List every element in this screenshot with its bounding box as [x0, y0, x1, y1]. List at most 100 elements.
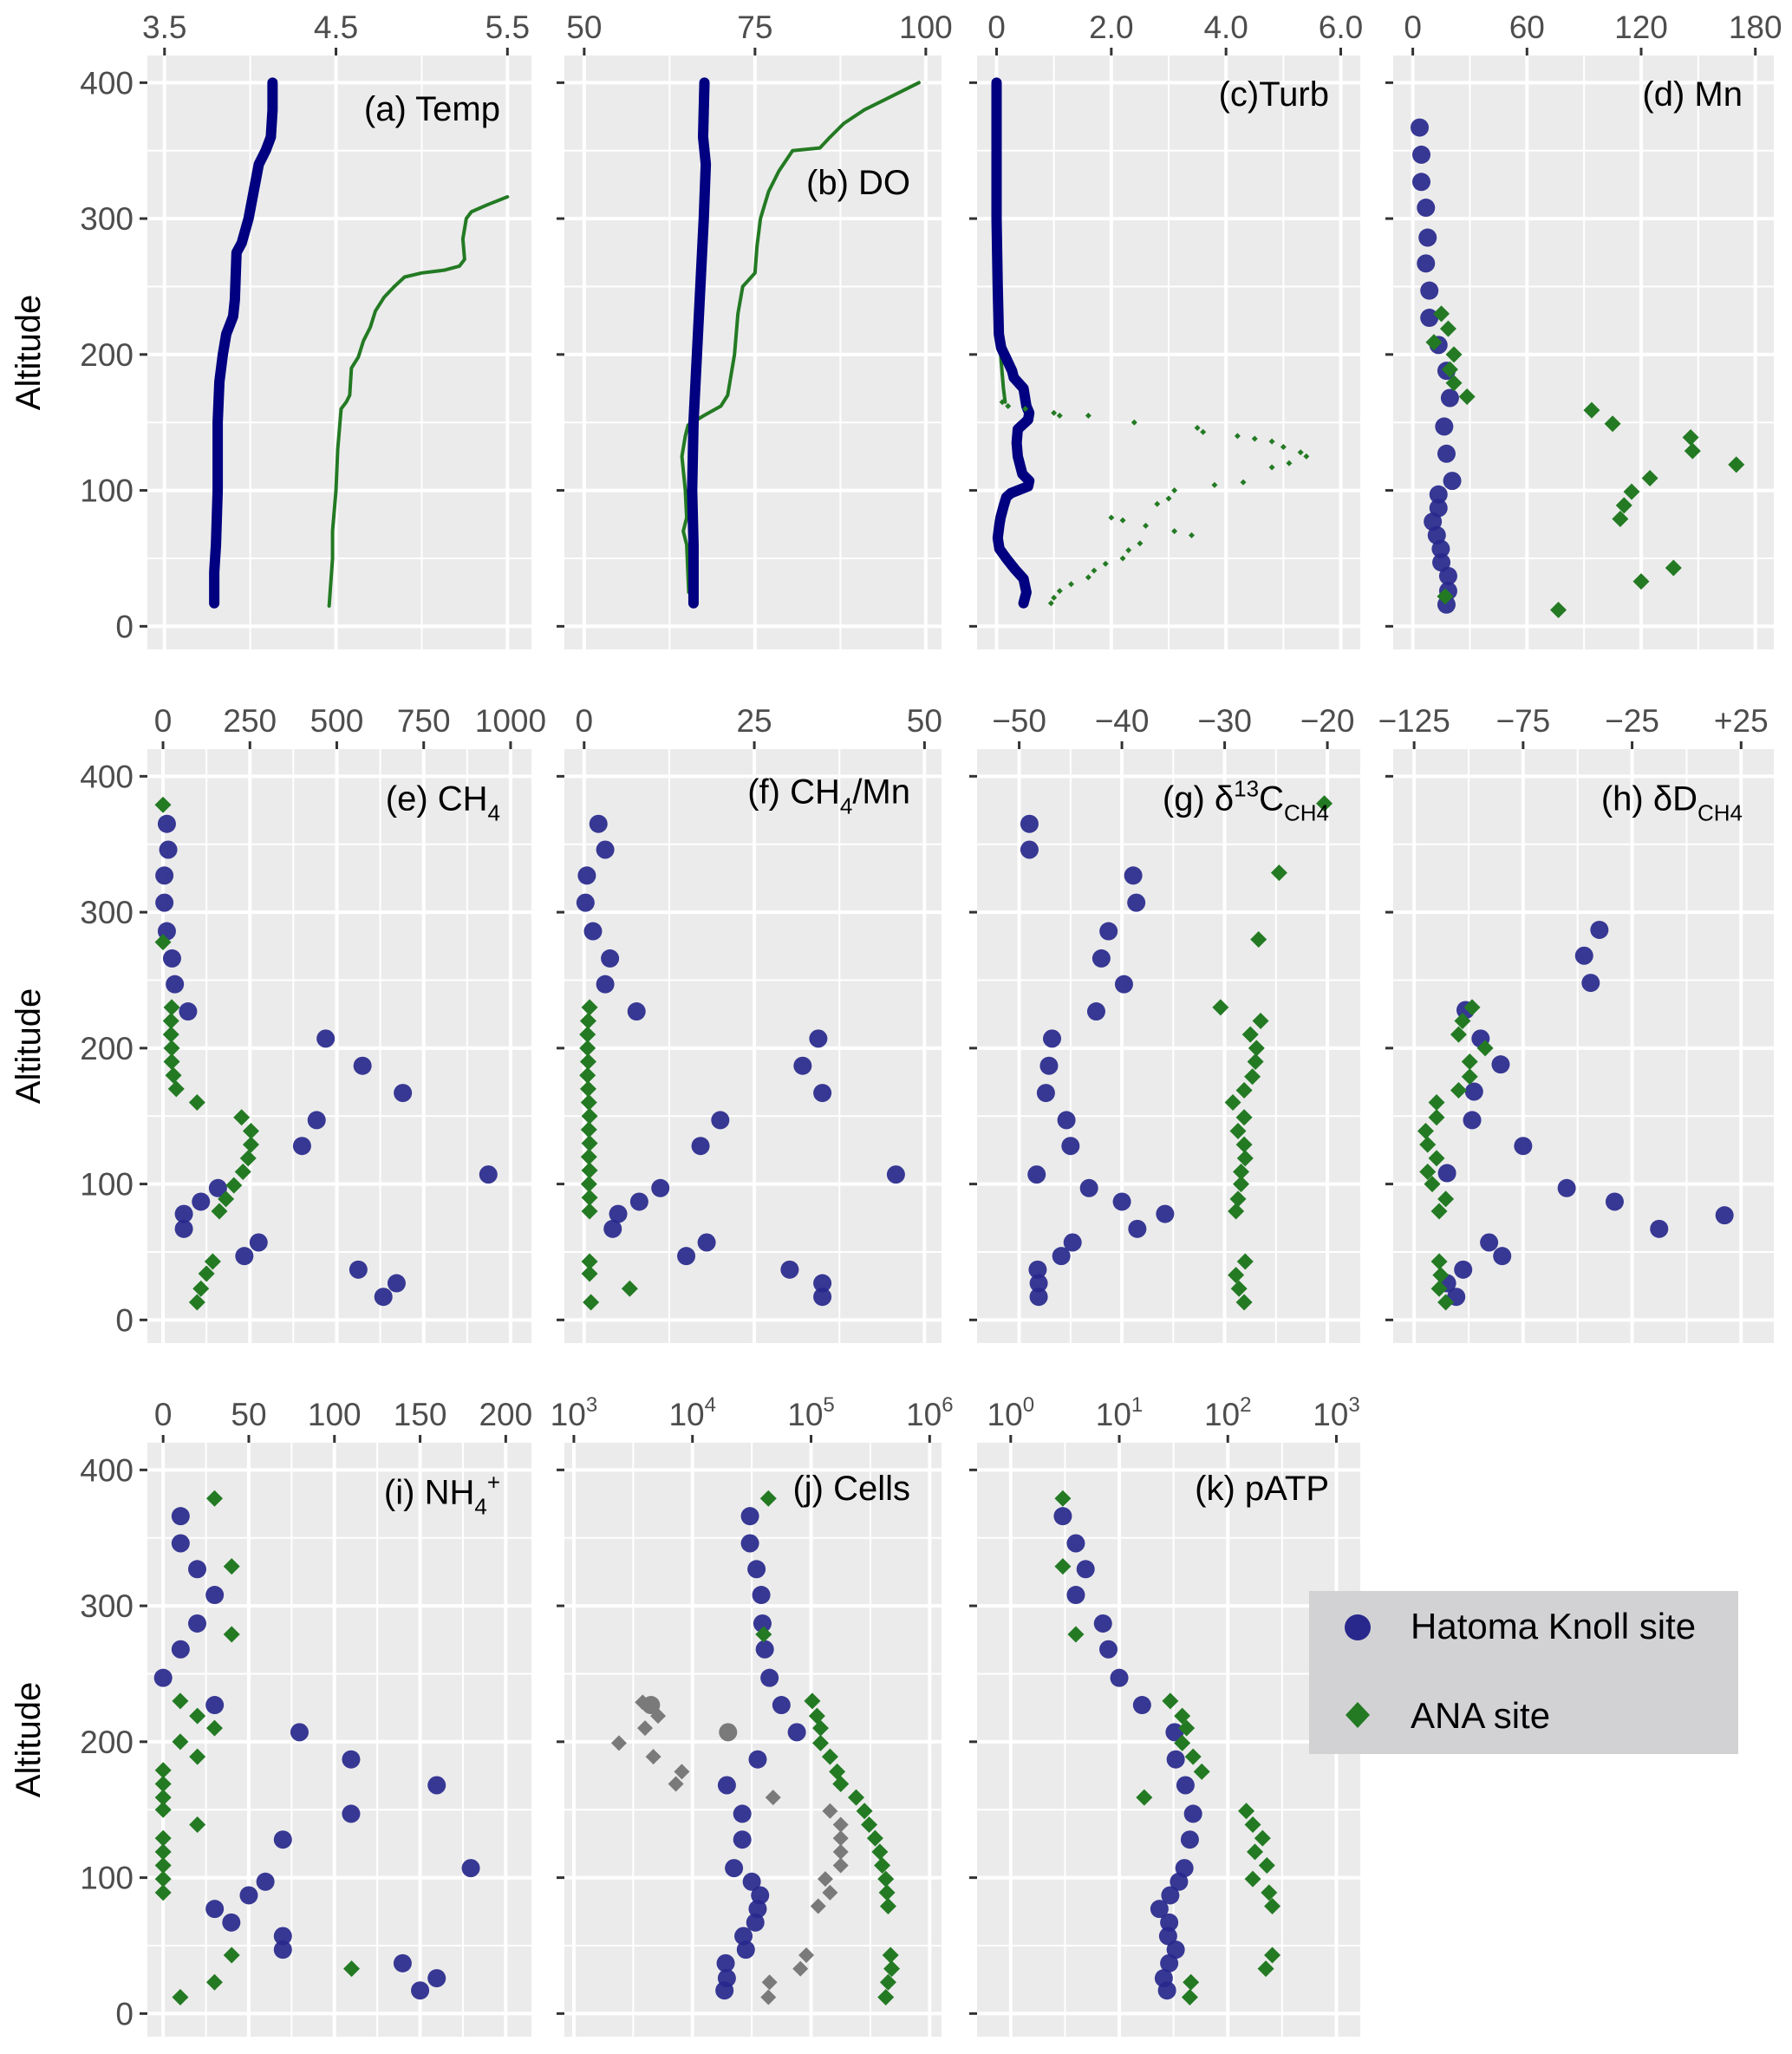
ana-point [1247, 1053, 1264, 1071]
ana-point [1229, 1190, 1247, 1208]
ana-point [583, 1294, 600, 1311]
x-tick-label: 103 [551, 1393, 598, 1432]
hatoma-point [1160, 1953, 1179, 1972]
hatoma-point [1166, 1940, 1185, 1959]
hatoma-point [292, 1137, 311, 1156]
x-tick-label: 180 [1729, 10, 1782, 45]
ana-point [1441, 361, 1458, 378]
ana-point [154, 1829, 172, 1847]
ana-point [1583, 401, 1600, 419]
x-tick-label: 75 [737, 10, 772, 45]
hatoma-point [273, 1940, 292, 1959]
hatoma-point [1036, 1084, 1055, 1103]
hatoma-point [1027, 1165, 1046, 1184]
panel-title-part: /Mn [852, 773, 910, 812]
ana-point [1728, 456, 1745, 473]
ana-point [580, 1121, 597, 1138]
panel-i: 0 50 100 150 200 0 100 200 300 400 (i) NH4+ [80, 1397, 532, 2037]
ana-point [1247, 1843, 1264, 1861]
panel-title-part: CH4 [1698, 800, 1743, 826]
hatoma-point [1435, 417, 1454, 436]
panel-title-part: (f) CH [747, 773, 840, 812]
other-point [832, 1816, 849, 1833]
hatoma-point [374, 1288, 393, 1307]
ana-point [1252, 1013, 1269, 1030]
hatoma-point [316, 1029, 336, 1048]
ana-point [1174, 1734, 1191, 1751]
y-tick-label: 100 [80, 1861, 134, 1896]
x-tick-label: 4.5 [314, 10, 358, 45]
ana-point [581, 1135, 598, 1152]
hatoma-point [155, 893, 174, 912]
panel-j: 103 104 105 106(j) Cells [551, 1393, 954, 2037]
hatoma-point [479, 1165, 498, 1184]
ana-point [189, 1816, 206, 1833]
hatoma-point [256, 1872, 275, 1891]
panel-background [147, 55, 531, 649]
hatoma-point [813, 1084, 832, 1103]
ana-point [154, 1856, 172, 1874]
y-tick-label: 0 [115, 609, 134, 644]
ana-point [1178, 1719, 1196, 1737]
hatoma-point [1590, 920, 1609, 939]
panel-title-part: + [487, 1470, 500, 1496]
ana-point [1437, 1294, 1455, 1311]
ana-point [1119, 555, 1126, 562]
ana-point [1424, 1176, 1441, 1193]
ana-point [1005, 402, 1012, 409]
hatoma-point [427, 1776, 446, 1795]
hatoma-point [1029, 1288, 1048, 1307]
other-point [810, 1898, 826, 1914]
ana-point [1234, 433, 1241, 440]
panel-title-part: (j) Cells [792, 1470, 910, 1508]
hatoma-point [1418, 228, 1437, 247]
ana-point [581, 1203, 598, 1220]
ana-point [1174, 1707, 1191, 1725]
tick-label-exponent: 3 [586, 1393, 597, 1417]
hatoma-point [809, 1029, 828, 1048]
hatoma-point [187, 1560, 206, 1579]
hatoma-point [1437, 1164, 1456, 1183]
hatoma-point [427, 1969, 446, 1988]
ana-point [1229, 1122, 1247, 1139]
x-tick-label: 3.5 [142, 10, 186, 45]
other-point [832, 1830, 849, 1847]
ana-point [1193, 1763, 1210, 1780]
ana-point [1235, 1136, 1253, 1153]
ana-point [1428, 1094, 1445, 1112]
ana-point [154, 1843, 172, 1861]
x-tick-label: 50 [566, 10, 602, 45]
tick-label-exponent: 4 [705, 1393, 716, 1417]
hatoma-point [153, 1668, 173, 1687]
other-point [637, 1720, 654, 1737]
ana-point [811, 1719, 829, 1737]
tick-label-exponent: 1 [1131, 1393, 1143, 1417]
ana-point [1085, 574, 1091, 581]
hatoma-point [1417, 254, 1436, 273]
ana-point [1108, 514, 1115, 521]
hatoma-point [1581, 974, 1600, 993]
panel-title-part: (a) Temp [364, 90, 500, 128]
hatoma-point [596, 840, 615, 859]
ana-point [579, 1026, 596, 1043]
hatoma-point [651, 1178, 670, 1197]
ana-point [1437, 1190, 1455, 1208]
hatoma-point [609, 1204, 628, 1223]
x-tick-label: 50 [907, 703, 942, 739]
ana-point [1430, 1280, 1448, 1297]
tick-label-exponent: 2 [1240, 1393, 1251, 1417]
hatoma-point [691, 1137, 710, 1156]
hatoma-point [1112, 1192, 1131, 1211]
y-tick-label: 100 [80, 473, 134, 509]
hatoma-point [1420, 281, 1439, 300]
ana-point [1261, 1884, 1278, 1901]
ana-point [239, 1150, 257, 1167]
x-tick-label: −25 [1605, 703, 1659, 739]
hatoma-point [1557, 1178, 1576, 1197]
x-tick-label: −20 [1300, 703, 1355, 739]
x-tick-label: 102 [1204, 1393, 1252, 1432]
hatoma-point [273, 1927, 292, 1946]
panel-title: (f) CH4/Mn [747, 773, 910, 819]
panel-d: 0 60 120 180 (d) Mn [1385, 10, 1782, 649]
hatoma-point [1180, 1830, 1199, 1849]
